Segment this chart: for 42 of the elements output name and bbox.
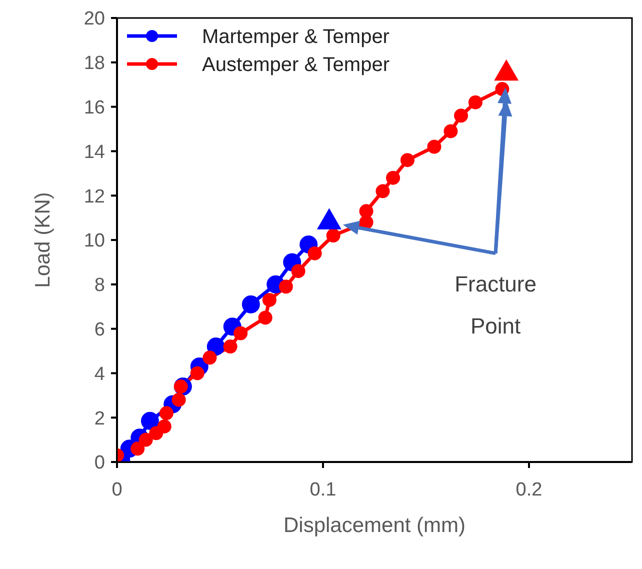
annotation: Fracture Point [454, 271, 536, 338]
point [291, 264, 306, 278]
point [258, 310, 272, 325]
legend-label: Austemper & Temper [202, 54, 390, 76]
point [359, 204, 374, 218]
point [138, 432, 153, 447]
point [223, 340, 238, 354]
y-tick-label: 12 [84, 186, 105, 208]
point [427, 140, 442, 154]
y-tick-label: 20 [84, 8, 105, 30]
point [130, 442, 145, 456]
point [468, 95, 482, 110]
point [444, 124, 458, 138]
y-tick-label: 16 [84, 98, 105, 119]
point [376, 184, 390, 198]
point [157, 419, 172, 434]
legend-label: Martemper & Temper [202, 26, 390, 48]
y-tick-label: 4 [94, 364, 106, 385]
point [326, 228, 340, 243]
point [242, 295, 260, 314]
point [278, 280, 293, 294]
point [386, 170, 400, 185]
point [400, 153, 414, 168]
y-tick-label: 10 [84, 230, 105, 252]
y-tick-label: 18 [84, 53, 105, 74]
x-tick-label: 0 [112, 479, 122, 500]
y-tick-label: 2 [94, 408, 105, 430]
point [140, 412, 159, 430]
point [454, 108, 468, 123]
y-axis-title: Load (KN) [31, 192, 54, 288]
point [234, 326, 248, 340]
y-tick-label: 8 [94, 275, 105, 296]
point [159, 406, 174, 420]
y-tick-label: 0 [94, 452, 105, 474]
y-tick-label: 6 [94, 320, 105, 341]
y-tick-label: 14 [84, 142, 106, 163]
x-axis-title: Displacement (mm) [283, 514, 466, 537]
point [262, 292, 276, 307]
x-tick-label: 0.2 [516, 479, 542, 500]
point [308, 246, 322, 260]
point [202, 350, 217, 365]
x-tick-label: 0.1 [310, 479, 336, 500]
